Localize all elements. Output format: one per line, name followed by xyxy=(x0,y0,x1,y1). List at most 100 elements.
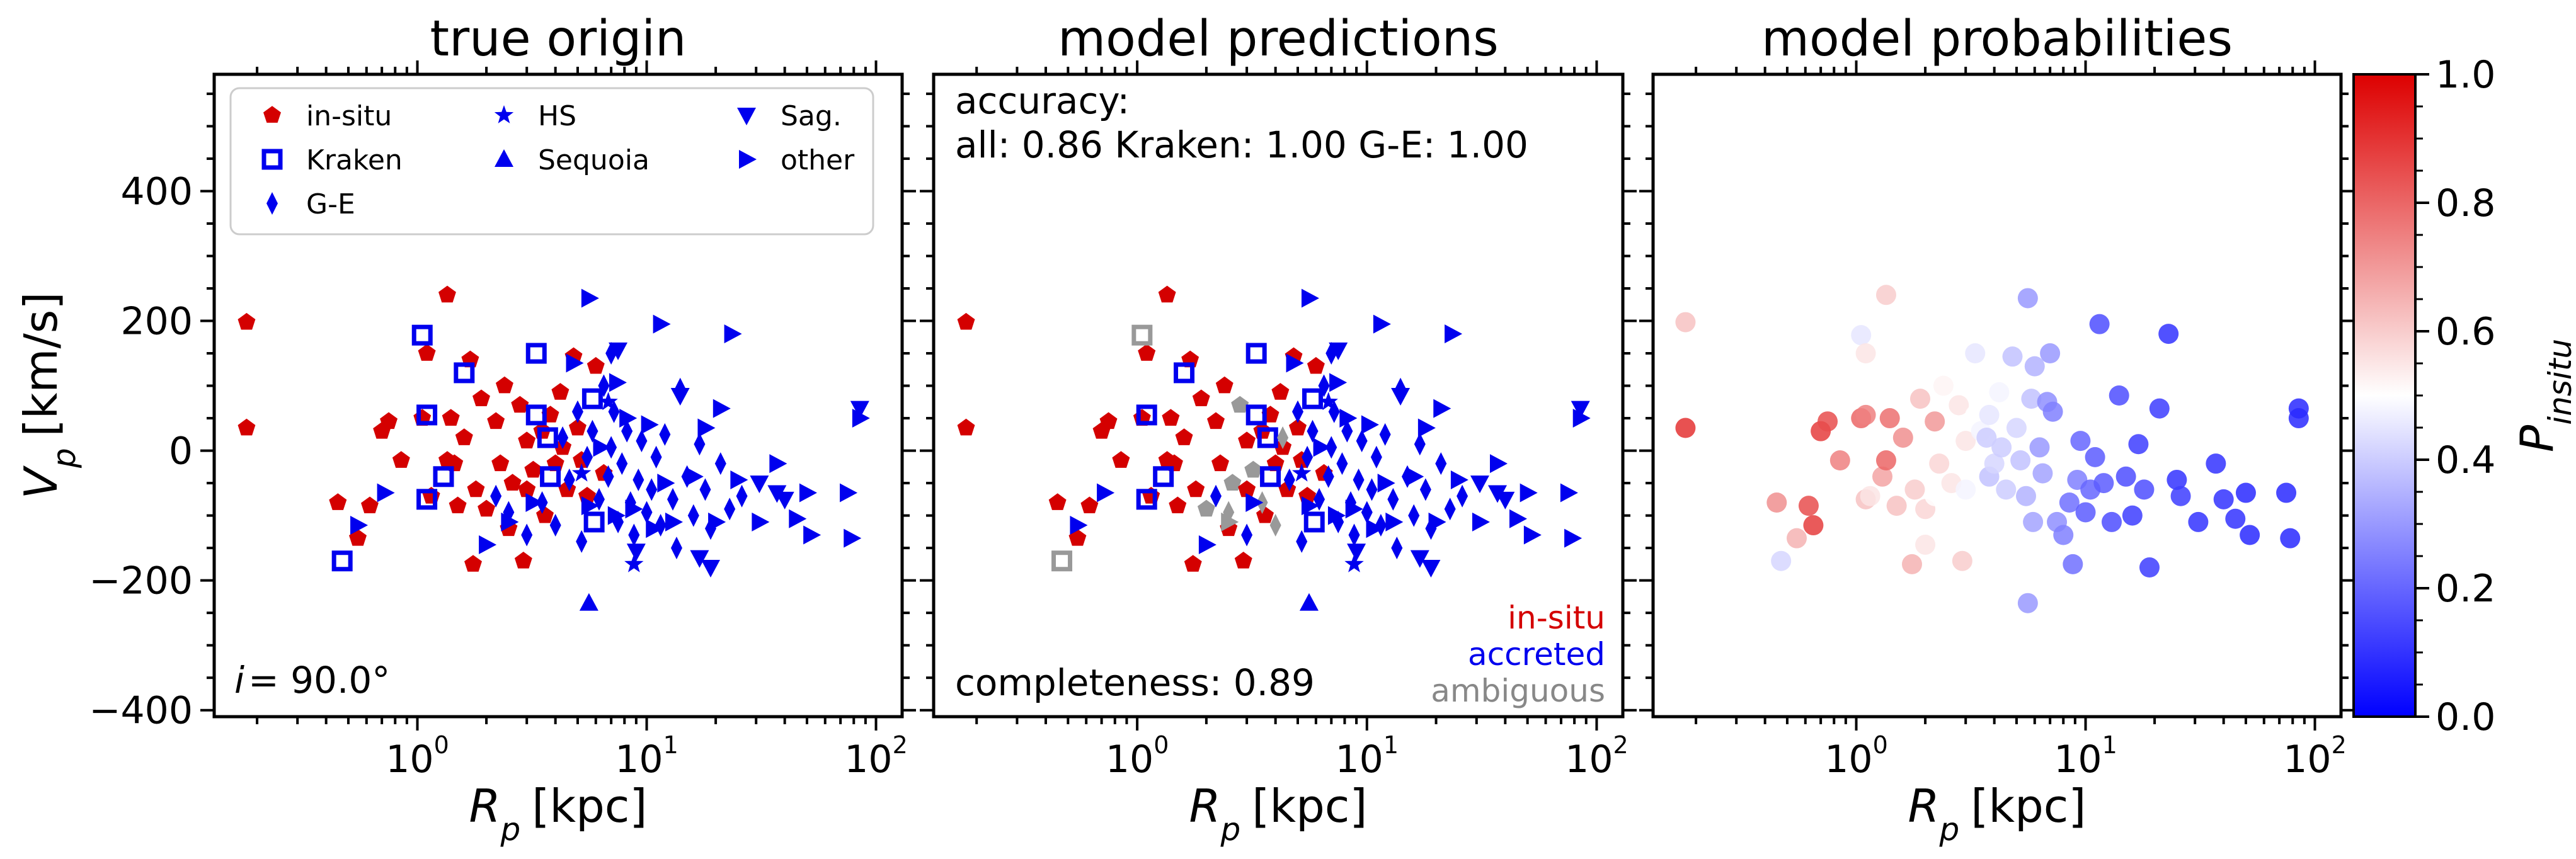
probability-point xyxy=(1979,404,2000,425)
point-ambiguous xyxy=(1277,426,1289,449)
point-g-e xyxy=(633,468,644,491)
point-other xyxy=(1509,509,1527,528)
x-tick-label: 102 xyxy=(2283,731,2347,782)
point-g-e xyxy=(1370,445,1382,469)
legend-label: other xyxy=(781,144,855,176)
probability-point xyxy=(2149,398,2170,419)
point-g-e xyxy=(1379,423,1391,446)
probability-point xyxy=(2128,434,2149,455)
probability-point xyxy=(1892,427,1913,448)
point-other xyxy=(1198,535,1216,554)
point-sag xyxy=(1347,543,1366,562)
point-kraken xyxy=(1302,388,1324,409)
scatter-points-panel-2 xyxy=(957,285,1591,611)
point-other xyxy=(1313,438,1331,457)
point-in-situ xyxy=(1238,431,1256,448)
point-hs xyxy=(1344,554,1364,572)
point-other xyxy=(566,353,584,373)
probability-point xyxy=(2032,463,2053,484)
point-g-e xyxy=(1348,523,1360,547)
probability-point xyxy=(1851,325,1872,346)
probability-point xyxy=(2188,511,2209,532)
probability-point xyxy=(1818,411,1838,432)
point-kraken xyxy=(1136,489,1157,510)
point-g-e xyxy=(1361,501,1373,524)
probability-point xyxy=(1855,404,1876,425)
point-other xyxy=(1070,516,1088,535)
probability-point xyxy=(2075,502,2096,523)
legend-marker-kraken xyxy=(261,149,283,170)
legend-marker-sequoia xyxy=(495,149,513,167)
point-sag xyxy=(1329,342,1348,360)
point-in-situ xyxy=(472,389,490,406)
point-g-e xyxy=(650,445,662,469)
legend-marker-g-e xyxy=(266,192,278,215)
point-other xyxy=(685,467,704,486)
point-other xyxy=(1572,409,1591,428)
point-g-e xyxy=(557,426,569,449)
point-in-situ xyxy=(1207,412,1225,430)
colorbar-tick-label: 0.0 xyxy=(2436,695,2495,739)
probability-point xyxy=(1974,505,1995,526)
point-g-e xyxy=(1283,468,1295,491)
point-in-situ xyxy=(514,552,532,569)
inclination-annotation: i = 90.0° xyxy=(234,659,390,702)
point-other xyxy=(1428,512,1446,532)
point-sag xyxy=(701,560,720,578)
x-tick-label: 101 xyxy=(615,731,678,782)
point-other xyxy=(625,499,643,519)
point-other xyxy=(581,288,599,308)
probability-point xyxy=(2024,356,2045,377)
probability-point xyxy=(2021,389,2042,409)
point-other xyxy=(1560,483,1578,503)
point-sag xyxy=(670,388,690,406)
point-in-situ xyxy=(503,474,522,491)
point-in-situ xyxy=(1192,389,1210,406)
point-sag xyxy=(690,550,709,568)
point-g-e xyxy=(636,430,648,453)
point-g-e xyxy=(1302,445,1314,469)
probability-point xyxy=(2276,482,2297,503)
point-other xyxy=(789,509,807,528)
point-g-e xyxy=(549,514,561,537)
colorbar-tick-label: 0.8 xyxy=(2436,181,2495,225)
point-g-e xyxy=(1322,465,1334,488)
point-other xyxy=(619,409,638,428)
probability-point xyxy=(1886,496,1907,516)
probability-point xyxy=(2085,447,2105,467)
probability-point xyxy=(2053,525,2074,545)
point-g-e xyxy=(1336,452,1348,475)
point-g-e xyxy=(1307,419,1319,443)
point-in-situ xyxy=(1187,480,1205,498)
point-in-situ xyxy=(1215,376,1234,394)
legend-label: G-E xyxy=(306,188,355,220)
point-g-e xyxy=(1435,452,1447,475)
point-sag xyxy=(775,491,794,509)
probability-point xyxy=(1925,411,1945,432)
point-g-e xyxy=(1414,433,1426,456)
probability-point xyxy=(2206,453,2226,474)
point-g-e xyxy=(1387,487,1399,511)
point-other xyxy=(1433,399,1451,418)
probability-point xyxy=(1879,408,1900,429)
x-tick-label: 100 xyxy=(1824,731,1888,782)
legend: in-situ Kraken G-E HS Sequoia Sag. other xyxy=(261,100,855,220)
point-ambiguous xyxy=(1244,460,1262,478)
point-other xyxy=(1329,373,1348,392)
legend-label: Sequoia xyxy=(538,144,650,176)
point-g-e xyxy=(1457,484,1468,508)
point-in-situ xyxy=(238,418,256,436)
panel-title-model-predictions: model predictions xyxy=(1058,11,1499,67)
point-g-e xyxy=(1419,478,1431,501)
point-hs xyxy=(571,463,592,482)
point-other xyxy=(1385,512,1404,532)
probability-point xyxy=(2158,324,2179,344)
point-kraken xyxy=(1136,404,1157,426)
point-g-e xyxy=(694,433,706,456)
point-kraken xyxy=(1174,362,1195,384)
point-sag xyxy=(850,401,869,419)
legend-box xyxy=(229,87,874,236)
panel-title-model-probabilities: model probabilities xyxy=(1761,11,2233,67)
point-in-situ xyxy=(449,496,467,513)
probability-point xyxy=(2042,401,2063,422)
